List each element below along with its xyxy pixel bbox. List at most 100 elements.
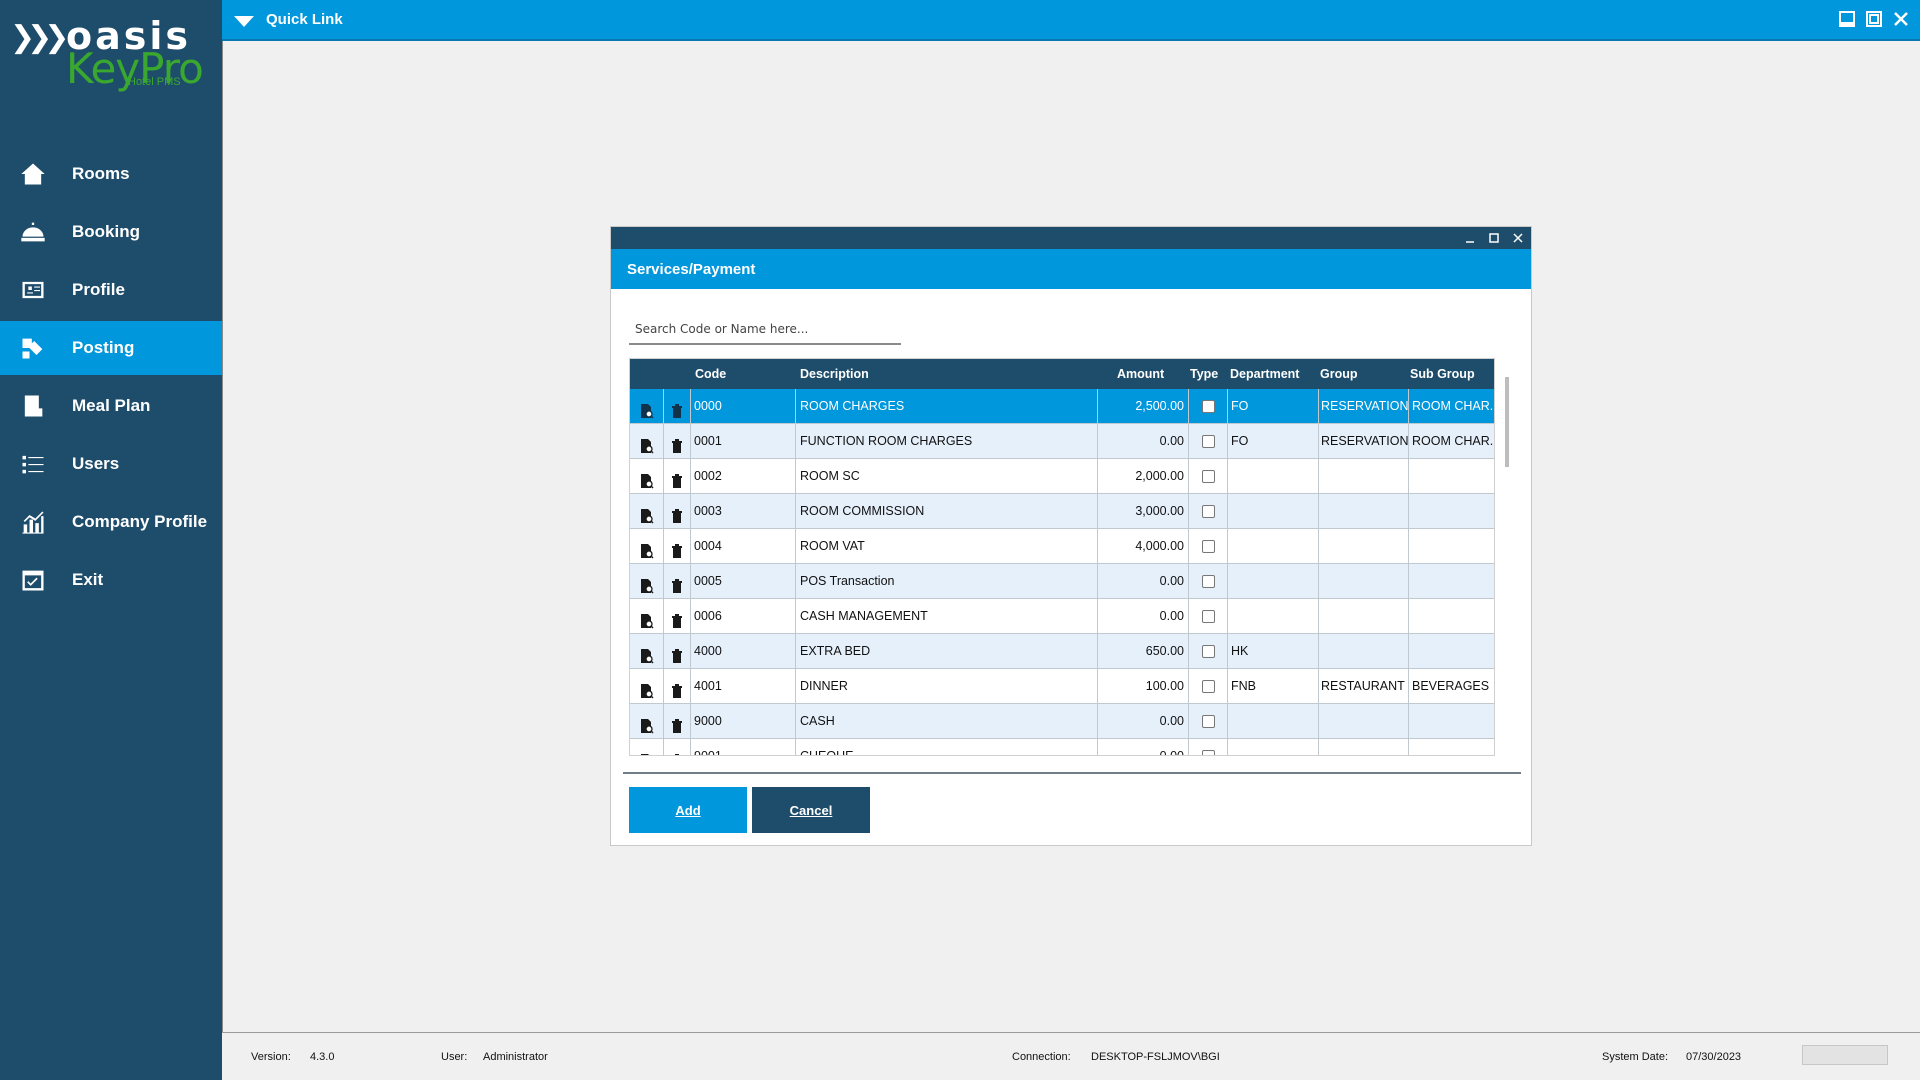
caret-down-icon[interactable] (234, 16, 254, 27)
type-checkbox[interactable] (1202, 680, 1215, 693)
trash-icon[interactable] (669, 503, 685, 523)
type-checkbox[interactable] (1202, 610, 1215, 623)
trash-icon[interactable] (669, 573, 685, 593)
table-row[interactable]: 0002 ROOM SC 2,000.00 (630, 459, 1494, 494)
cell-department (1228, 564, 1319, 598)
view-document-icon[interactable] (638, 678, 654, 699)
app-logo: ❯❯❯ oasis KeyPro Hotel PMS (8, 14, 208, 94)
type-checkbox[interactable] (1202, 435, 1215, 448)
sidebar-item-company-profile[interactable]: Company Profile (0, 495, 222, 549)
type-checkbox[interactable] (1202, 575, 1215, 588)
sidebar-item-label: Posting (72, 338, 135, 357)
view-document-icon[interactable] (638, 433, 654, 454)
trash-icon[interactable] (669, 748, 685, 755)
table-row[interactable]: 0000 ROOM CHARGES 2,500.00 FO RESERVATION ROO… (630, 389, 1494, 424)
column-header-amount[interactable]: Amount (1117, 367, 1165, 381)
close-icon[interactable] (1890, 8, 1912, 30)
type-checkbox[interactable] (1202, 540, 1215, 553)
dialog-maximize-icon[interactable] (1485, 229, 1503, 247)
cell-department: HK (1228, 634, 1319, 668)
sidebar-item-label: Exit (72, 570, 104, 589)
type-checkbox[interactable] (1202, 715, 1215, 728)
quick-link-title[interactable]: Quick Link (266, 11, 343, 28)
trash-icon[interactable] (669, 643, 685, 663)
dialog-minimize-icon[interactable] (1461, 229, 1479, 247)
sidebar-item-exit[interactable]: Exit (0, 553, 222, 607)
cell-amount: 100.00 (1098, 669, 1189, 703)
cell-department (1228, 459, 1319, 493)
column-header-type[interactable]: Type (1190, 367, 1219, 381)
add-button[interactable]: Add (629, 787, 747, 833)
sidebar-item-posting[interactable]: Posting (0, 321, 222, 375)
cell-amount: 2,500.00 (1098, 389, 1189, 423)
sidebar-item-rooms[interactable]: Rooms (0, 147, 222, 201)
cell-description: ROOM SC (797, 459, 1098, 493)
dialog-close-icon[interactable] (1509, 229, 1527, 247)
type-checkbox[interactable] (1202, 645, 1215, 658)
logo-brand: oasis (66, 14, 192, 58)
table-row[interactable]: 9000 CASH 0.00 (630, 704, 1494, 739)
sidebar-item-label: Rooms (72, 164, 130, 183)
table-row[interactable]: 4000 EXTRA BED 650.00 HK (630, 634, 1494, 669)
sidebar-item-meal-plan[interactable]: Meal Plan (0, 379, 222, 433)
trash-icon[interactable] (669, 468, 685, 488)
column-header-department[interactable]: Department (1230, 367, 1300, 381)
view-document-icon[interactable] (638, 748, 654, 755)
home-icon (18, 159, 48, 189)
row-delete-cell (664, 389, 691, 423)
trash-icon[interactable] (669, 678, 685, 698)
sidebar-item-profile[interactable]: Profile (0, 263, 222, 317)
view-document-icon[interactable] (638, 573, 654, 594)
table-row[interactable]: 0004 ROOM VAT 4,000.00 (630, 529, 1494, 564)
row-delete-cell (664, 529, 691, 563)
trash-icon[interactable] (669, 713, 685, 733)
view-document-icon[interactable] (638, 608, 654, 629)
table-row[interactable]: 0001 FUNCTION ROOM CHARGES 0.00 FO RESERVATI… (630, 424, 1494, 459)
column-header-group[interactable]: Group (1320, 367, 1358, 381)
view-document-icon[interactable] (638, 643, 654, 664)
trash-icon[interactable] (669, 433, 685, 453)
cell-code: 0001 (691, 424, 796, 458)
version-value: 4.3.0 (310, 1051, 335, 1063)
cell-amount: 2,000.00 (1098, 459, 1189, 493)
row-type-cell (1189, 669, 1228, 703)
table-row[interactable]: 0003 ROOM COMMISSION 3,000.00 (630, 494, 1494, 529)
column-header-code[interactable]: Code (695, 367, 727, 381)
minimize-icon[interactable] (1836, 8, 1858, 30)
view-document-icon[interactable] (638, 468, 654, 489)
row-delete-cell (664, 739, 691, 755)
maximize-icon[interactable] (1863, 8, 1885, 30)
dialog-divider (623, 772, 1521, 774)
table-row[interactable]: 0006 CASH MANAGEMENT 0.00 (630, 599, 1494, 634)
type-checkbox[interactable] (1202, 750, 1215, 755)
cell-description: DINNER (797, 669, 1098, 703)
view-document-icon[interactable] (638, 503, 654, 524)
type-checkbox[interactable] (1202, 470, 1215, 483)
sidebar-item-users[interactable]: Users (0, 437, 222, 491)
table-row[interactable]: 0005 POS Transaction 0.00 (630, 564, 1494, 599)
column-header-description[interactable]: Description (800, 367, 869, 381)
trash-icon[interactable] (669, 538, 685, 558)
status-indicator (1802, 1045, 1888, 1065)
trash-icon[interactable] (669, 398, 685, 418)
cell-amount: 4,000.00 (1098, 529, 1189, 563)
cell-description: ROOM CHARGES (797, 389, 1098, 423)
view-document-icon[interactable] (638, 538, 654, 559)
type-checkbox[interactable] (1202, 400, 1215, 413)
table-row[interactable]: 9001 CHEQUE 0.00 (630, 739, 1494, 755)
row-type-cell (1189, 424, 1228, 458)
cell-description: CASH MANAGEMENT (797, 599, 1098, 633)
trash-icon[interactable] (669, 608, 685, 628)
search-input[interactable] (629, 315, 901, 345)
column-header-sub-group[interactable]: Sub Group (1410, 367, 1475, 381)
type-checkbox[interactable] (1202, 505, 1215, 518)
grid-scrollbar[interactable] (1505, 377, 1509, 467)
cancel-button[interactable]: Cancel (752, 787, 870, 833)
view-document-icon[interactable] (638, 398, 654, 419)
row-view-cell (630, 704, 664, 738)
table-row[interactable]: 4001 DINNER 100.00 FNB RESTAURANT BEVERAGES (630, 669, 1494, 704)
view-document-icon[interactable] (638, 713, 654, 734)
sidebar-item-booking[interactable]: Booking (0, 205, 222, 259)
cell-subgroup (1409, 634, 1494, 668)
row-delete-cell (664, 424, 691, 458)
